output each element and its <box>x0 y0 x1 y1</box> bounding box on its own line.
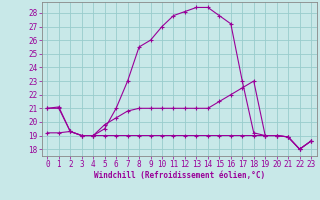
X-axis label: Windchill (Refroidissement éolien,°C): Windchill (Refroidissement éolien,°C) <box>94 171 265 180</box>
